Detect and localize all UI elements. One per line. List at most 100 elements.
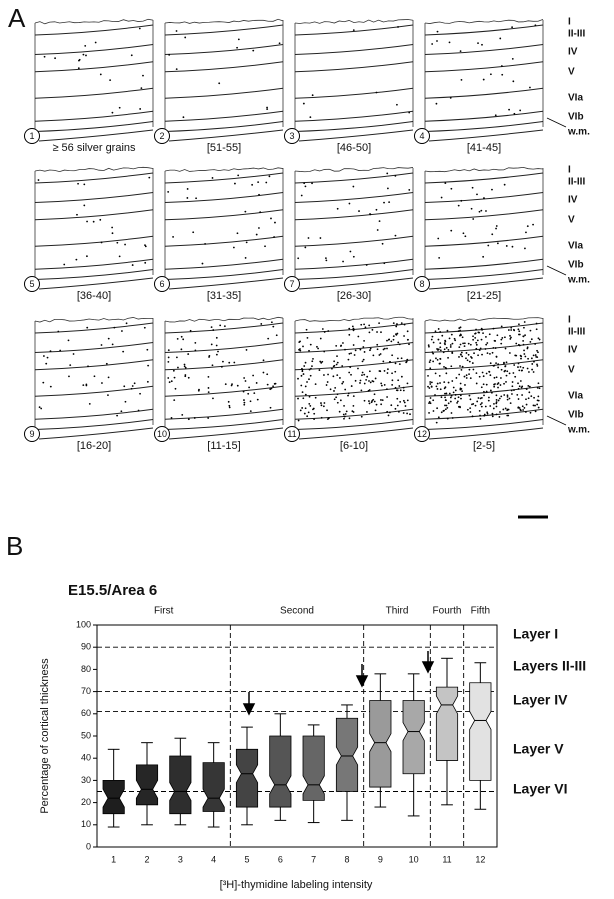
labeled-cell bbox=[454, 397, 457, 400]
labeled-cell bbox=[460, 334, 462, 336]
labeled-cell bbox=[336, 207, 339, 210]
labeled-cell bbox=[343, 404, 345, 407]
labeled-cell bbox=[339, 399, 342, 402]
labeled-cell bbox=[482, 78, 485, 81]
labeled-cell bbox=[350, 385, 353, 387]
labeled-cell bbox=[175, 30, 178, 32]
x-tick-label: 1 bbox=[111, 854, 116, 864]
labeled-cell bbox=[432, 399, 435, 402]
cortex-section: 7 [26-30] bbox=[284, 167, 414, 302]
labeled-cell bbox=[495, 405, 498, 408]
labeled-cell bbox=[184, 36, 187, 39]
labeled-cell bbox=[368, 331, 371, 334]
labeled-cell bbox=[167, 349, 170, 352]
labeled-cell bbox=[228, 406, 231, 409]
white-matter bbox=[168, 277, 284, 290]
labeled-cell bbox=[137, 409, 140, 412]
pial-surface bbox=[424, 167, 544, 173]
layer-boundary bbox=[34, 269, 154, 281]
labeled-cell bbox=[300, 374, 303, 377]
labeled-cell bbox=[273, 236, 276, 238]
labeled-cell bbox=[130, 54, 133, 57]
labeled-cell bbox=[469, 407, 472, 410]
layer-boundary bbox=[164, 24, 284, 36]
labeled-cell bbox=[450, 394, 453, 397]
labeled-cell bbox=[57, 330, 60, 333]
labeled-cell bbox=[529, 411, 532, 414]
y-tick-label: 0 bbox=[86, 841, 91, 851]
labeled-cell bbox=[259, 211, 262, 214]
labeled-cell bbox=[491, 415, 494, 418]
labeled-cell bbox=[130, 387, 133, 390]
labeled-cell bbox=[508, 352, 511, 354]
labeled-cell bbox=[447, 381, 450, 384]
labeled-cell bbox=[193, 417, 196, 419]
labeled-cell bbox=[373, 393, 376, 396]
labeled-cell bbox=[474, 332, 476, 335]
layer-boundary bbox=[164, 342, 284, 353]
labeled-cell bbox=[390, 340, 393, 343]
labeled-cell bbox=[353, 354, 356, 356]
labeled-cell bbox=[244, 210, 247, 213]
labeled-cell bbox=[344, 348, 346, 351]
labeled-cell bbox=[483, 390, 485, 393]
labeled-cell bbox=[439, 349, 442, 352]
labeled-cell bbox=[442, 351, 445, 354]
labeled-cell bbox=[450, 187, 453, 190]
labeled-cell bbox=[505, 245, 508, 247]
labeled-cell bbox=[501, 73, 504, 76]
labeled-cell bbox=[146, 380, 149, 383]
labeled-cell bbox=[219, 324, 222, 327]
labeled-cell bbox=[488, 333, 491, 336]
labeled-cell bbox=[444, 339, 447, 342]
labeled-cell bbox=[534, 404, 536, 407]
labeled-cell bbox=[457, 396, 460, 399]
labeled-cell bbox=[459, 365, 461, 367]
x-tick-label: 11 bbox=[442, 854, 451, 864]
labeled-cell bbox=[325, 257, 327, 260]
layer-boundary bbox=[294, 61, 414, 73]
labeled-cell bbox=[318, 369, 321, 371]
box bbox=[469, 682, 492, 781]
labeled-cell bbox=[518, 330, 521, 333]
panel-number: 11 bbox=[287, 429, 296, 439]
labeled-cell bbox=[363, 382, 366, 385]
labeled-cell bbox=[509, 334, 511, 337]
layer-boundary bbox=[34, 121, 154, 133]
labeled-cell bbox=[43, 55, 46, 58]
layer-boundary bbox=[424, 209, 544, 221]
layer-boundary bbox=[34, 209, 154, 221]
labeled-cell bbox=[450, 229, 453, 232]
labeled-cell bbox=[496, 383, 499, 386]
labeled-cell bbox=[457, 330, 460, 333]
layer-label: VIa bbox=[568, 93, 583, 104]
labeled-cell bbox=[405, 361, 408, 364]
labeled-cell bbox=[506, 394, 509, 397]
labeled-cell bbox=[516, 393, 519, 396]
labeled-cell bbox=[463, 345, 466, 348]
layer-boundary bbox=[424, 359, 544, 371]
box bbox=[269, 735, 292, 808]
labeled-cell bbox=[368, 402, 371, 405]
labeled-cell bbox=[429, 383, 432, 385]
labeled-cell bbox=[509, 338, 512, 340]
labeled-cell bbox=[459, 406, 461, 409]
labeled-cell bbox=[480, 396, 483, 399]
labeled-cell bbox=[212, 397, 214, 400]
labeled-cell bbox=[297, 257, 300, 260]
layer-boundary bbox=[164, 87, 284, 99]
layer-boundary bbox=[164, 385, 284, 397]
labeled-cell bbox=[510, 329, 513, 331]
labeled-cell bbox=[476, 400, 479, 403]
labeled-cell bbox=[247, 392, 250, 395]
labeled-cell bbox=[476, 339, 479, 342]
labeled-cell bbox=[351, 325, 354, 328]
labeled-cell bbox=[376, 331, 378, 333]
labeled-cell bbox=[522, 335, 525, 338]
white-matter bbox=[168, 129, 284, 142]
labeled-cell bbox=[308, 378, 310, 381]
pial-surface bbox=[424, 18, 544, 24]
layer-boundary bbox=[34, 110, 154, 122]
labeled-cell bbox=[523, 349, 525, 352]
labeled-cell bbox=[511, 57, 514, 60]
